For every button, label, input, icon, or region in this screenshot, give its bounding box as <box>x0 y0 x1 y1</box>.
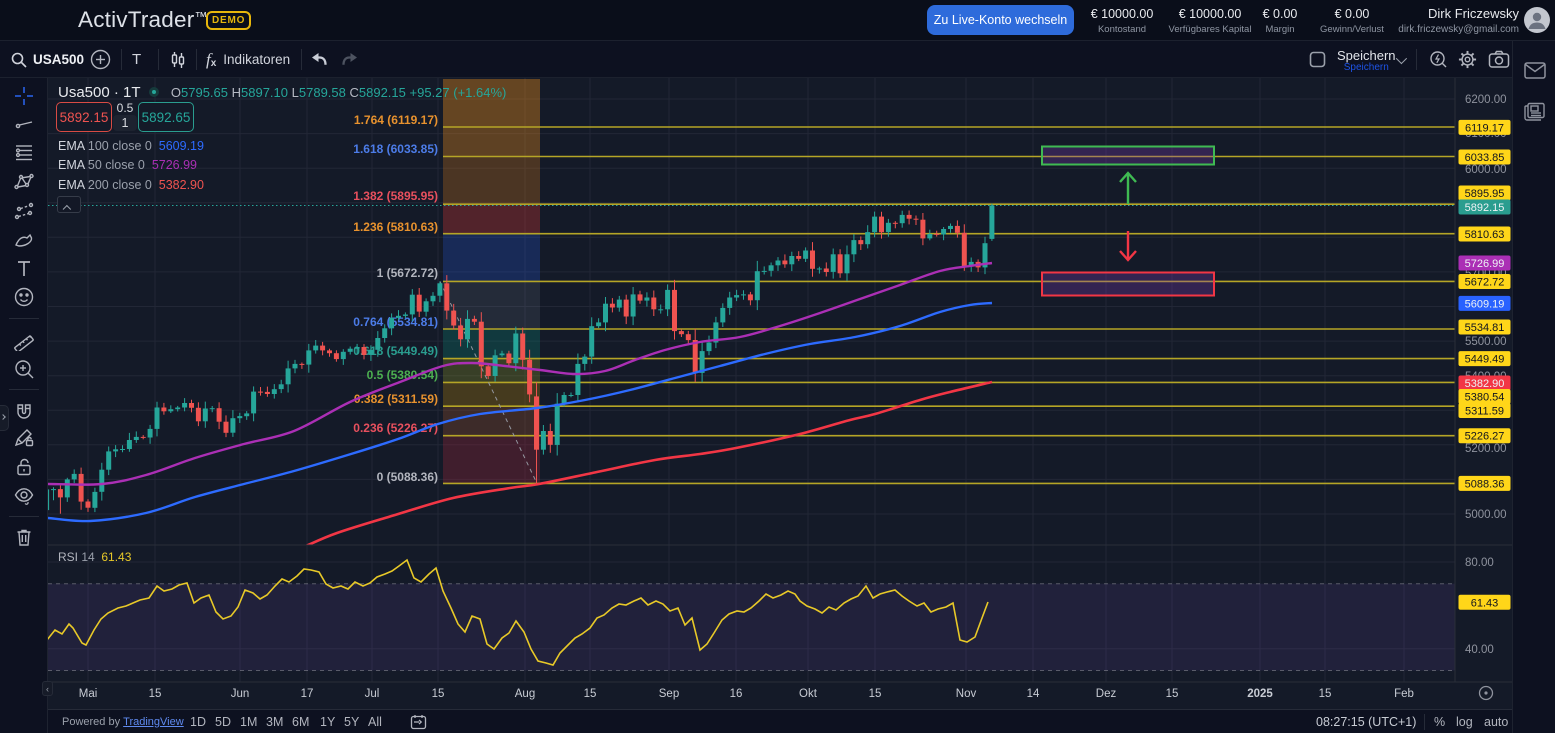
svg-text:40.00: 40.00 <box>1465 644 1494 656</box>
svg-text:15: 15 <box>149 688 162 700</box>
svg-text:2025: 2025 <box>1247 688 1273 700</box>
svg-text:15: 15 <box>1166 688 1179 700</box>
svg-text:15: 15 <box>1319 688 1332 700</box>
svg-text:15: 15 <box>869 688 882 700</box>
svg-text:17: 17 <box>301 688 314 700</box>
svg-text:0.5 (5380.54): 0.5 (5380.54) <box>367 368 438 382</box>
svg-text:5892.15: 5892.15 <box>1465 202 1505 214</box>
svg-text:61.43: 61.43 <box>1471 597 1499 609</box>
svg-text:Jun: Jun <box>231 688 250 700</box>
svg-text:Feb: Feb <box>1394 688 1414 700</box>
svg-text:5311.59: 5311.59 <box>1465 406 1504 418</box>
svg-text:1.236 (5810.63): 1.236 (5810.63) <box>353 220 438 234</box>
svg-text:Okt: Okt <box>799 688 818 700</box>
svg-text:5449.49: 5449.49 <box>1465 354 1505 366</box>
svg-text:Aug: Aug <box>515 688 535 700</box>
svg-text:5534.81: 5534.81 <box>1465 322 1505 334</box>
svg-text:5380.54: 5380.54 <box>1465 392 1505 404</box>
svg-text:0.382 (5311.59): 0.382 (5311.59) <box>354 392 438 406</box>
svg-text:5672.72: 5672.72 <box>1465 277 1505 289</box>
svg-text:16: 16 <box>730 688 743 700</box>
svg-text:5200.00: 5200.00 <box>1465 443 1507 455</box>
svg-text:0 (5088.36): 0 (5088.36) <box>377 470 438 484</box>
svg-text:Sep: Sep <box>659 688 679 700</box>
svg-text:15: 15 <box>432 688 445 700</box>
svg-text:80.00: 80.00 <box>1465 557 1494 569</box>
svg-text:0.764 (5534.81): 0.764 (5534.81) <box>353 315 438 329</box>
svg-text:1.382 (5895.95): 1.382 (5895.95) <box>353 189 438 203</box>
svg-text:5500.00: 5500.00 <box>1465 336 1507 348</box>
svg-text:Mai: Mai <box>79 688 98 700</box>
svg-text:5088.36: 5088.36 <box>1465 478 1505 490</box>
svg-text:5895.95: 5895.95 <box>1465 188 1505 200</box>
svg-text:Jul: Jul <box>365 688 380 700</box>
svg-text:5810.63: 5810.63 <box>1465 229 1505 241</box>
svg-text:1 (5672.72): 1 (5672.72) <box>377 266 438 280</box>
svg-text:14: 14 <box>1027 688 1040 700</box>
svg-text:6119.17: 6119.17 <box>1465 122 1504 134</box>
svg-text:6200.00: 6200.00 <box>1465 94 1507 106</box>
svg-text:6033.85: 6033.85 <box>1465 152 1505 164</box>
svg-text:1.764 (6119.17): 1.764 (6119.17) <box>354 113 438 127</box>
svg-text:5000.00: 5000.00 <box>1465 509 1507 521</box>
svg-text:15: 15 <box>584 688 597 700</box>
svg-text:0.618 (5449.49): 0.618 (5449.49) <box>353 344 438 358</box>
svg-text:5382.90: 5382.90 <box>1465 378 1505 390</box>
svg-text:6000.00: 6000.00 <box>1465 164 1507 176</box>
svg-text:Dez: Dez <box>1096 688 1117 700</box>
svg-text:Nov: Nov <box>956 688 977 700</box>
svg-text:5726.99: 5726.99 <box>1465 258 1505 270</box>
svg-text:5609.19: 5609.19 <box>1465 298 1505 310</box>
svg-text:5226.27: 5226.27 <box>1465 431 1505 443</box>
svg-text:1.618 (6033.85): 1.618 (6033.85) <box>353 142 438 156</box>
